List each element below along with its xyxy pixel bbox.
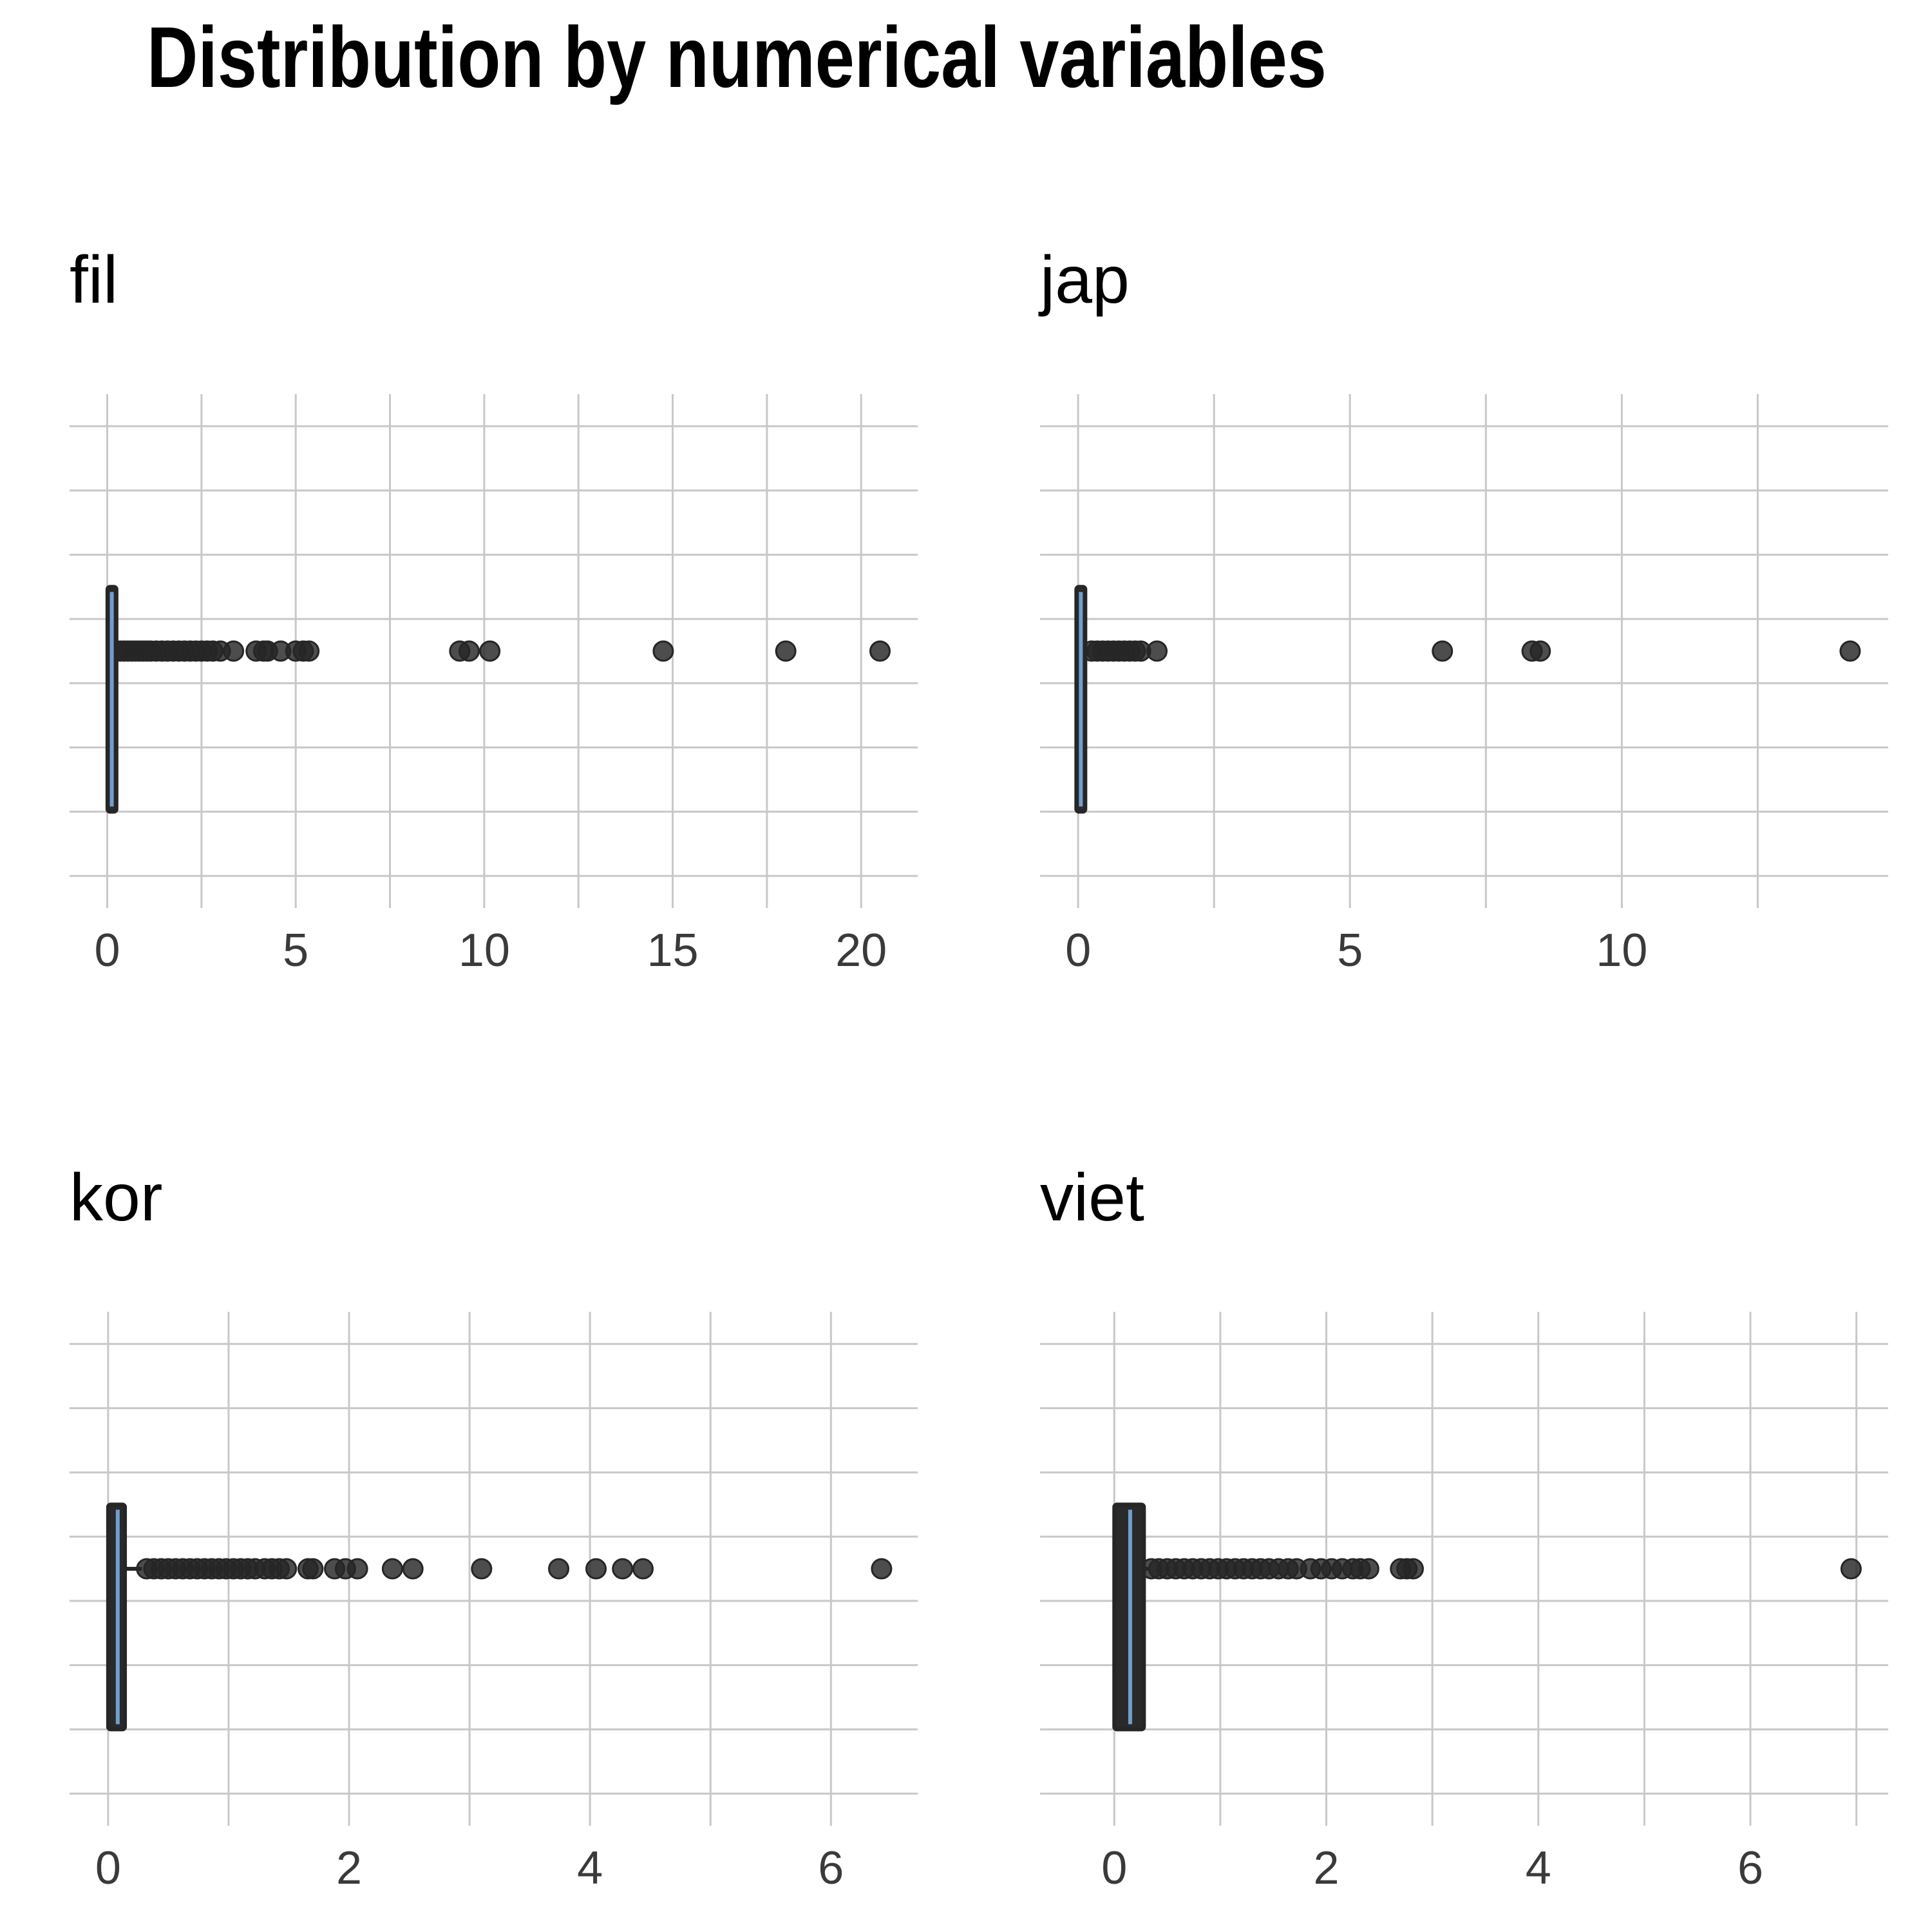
outlier-point [585,1558,607,1580]
x-tick-label: 10 [1596,925,1647,976]
outlier-point [652,640,674,662]
panel-title: fil [70,243,118,317]
outlier-point [632,1558,654,1580]
outlier-point [479,640,501,662]
outlier-point [458,640,480,662]
x-tick-label: 5 [1337,925,1363,976]
outlier-point [1432,640,1454,662]
outlier-point [223,640,245,662]
x-tick-label: 5 [283,925,308,976]
facet-jap: jap 0 5 10 [1038,243,1888,976]
panel-title: viet [1040,1160,1144,1235]
facet-viet: viet 0 2 4 6 [1040,1160,1888,1894]
facet-fil: fil 0 5 10 15 20 [70,243,918,976]
outlier-point [1840,1558,1862,1580]
x-tick-label: 0 [1065,925,1091,976]
x-tick-label: 6 [1738,1842,1763,1894]
panel-title: kor [70,1160,162,1235]
outlier-point [1530,640,1551,662]
outlier-point [775,640,797,662]
outlier-point [1402,1558,1424,1580]
panel-title: jap [1038,243,1130,317]
outlier-point [381,1558,403,1580]
x-tick-label: 6 [818,1842,844,1894]
x-tick-label: 20 [835,925,887,976]
x-tick-label: 2 [1313,1842,1339,1894]
outlier-point [871,1558,893,1580]
outlier-point [346,1558,368,1580]
x-tick-label: 0 [1101,1842,1127,1894]
chart-title: Distribution by numerical variables [147,10,1327,106]
x-tick-label: 15 [647,925,698,976]
x-tick-label: 4 [1526,1842,1551,1894]
outlier-point [402,1558,424,1580]
outlier-point [869,640,891,662]
outlier-point [1839,640,1861,662]
facet-kor: kor 0 2 4 6 [70,1160,918,1894]
x-tick-label: 2 [336,1842,362,1894]
outlier-point [1358,1558,1379,1580]
outlier-point [302,1558,324,1580]
outlier-point [612,1558,634,1580]
x-tick-label: 0 [95,925,120,976]
outlier-point [1146,640,1168,662]
outlier-point [298,640,320,662]
outlier-point [471,1558,493,1580]
x-tick-label: 4 [577,1842,603,1894]
x-tick-label: 0 [95,1842,121,1894]
outlier-point [548,1558,570,1580]
x-tick-label: 10 [459,925,510,976]
outlier-point [276,1558,298,1580]
